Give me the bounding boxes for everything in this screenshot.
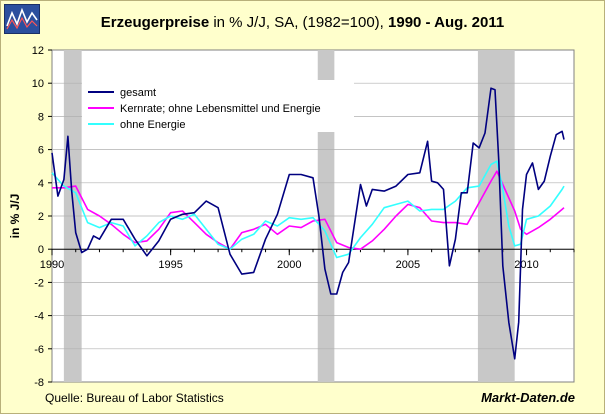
x-tick-label: 1995: [158, 259, 182, 271]
chart-logo-icon: [4, 4, 40, 34]
legend-box: [82, 80, 354, 132]
source-note: Quelle: Bureau of Labor Statistics: [45, 391, 224, 405]
title-range: 1990 - Aug. 2011: [388, 14, 505, 31]
title-bold: Erzeugerpreise: [100, 14, 210, 31]
x-tick-label: 2000: [277, 259, 301, 271]
series-line-1: [51, 87, 565, 360]
chart-title: Erzeugerpreise in % J/J, SA, (1982=100),…: [0, 14, 605, 31]
y-tick-label: 12: [32, 45, 44, 57]
legend-label-3: ohne Energie: [120, 119, 185, 131]
y-tick-label: -4: [34, 311, 44, 323]
y-tick-label: 2: [38, 211, 44, 223]
x-tick-label: 2005: [396, 259, 420, 271]
y-tick-label: -2: [34, 277, 44, 289]
y-tick-label: 10: [32, 78, 44, 90]
y-tick-label: 8: [38, 111, 44, 123]
y-tick-label: 0: [38, 244, 44, 256]
y-axis-label: in % J/J: [8, 194, 22, 239]
x-tick-label: 2010: [514, 259, 538, 271]
brand-label: Markt-Daten.de: [481, 390, 575, 405]
x-tick-label: 1990: [40, 259, 64, 271]
legend-label-2: Kernrate; ohne Lebensmittel und Energie: [120, 103, 321, 115]
y-tick-label: -6: [34, 344, 44, 356]
legend-label-1: gesamt: [120, 87, 156, 99]
title-normal: in % J/J, SA, (1982=100),: [209, 14, 389, 31]
y-tick-label: -8: [34, 377, 44, 389]
y-tick-label: 4: [38, 178, 44, 190]
y-tick-label: 6: [38, 145, 44, 157]
series-line-3: [51, 160, 565, 259]
